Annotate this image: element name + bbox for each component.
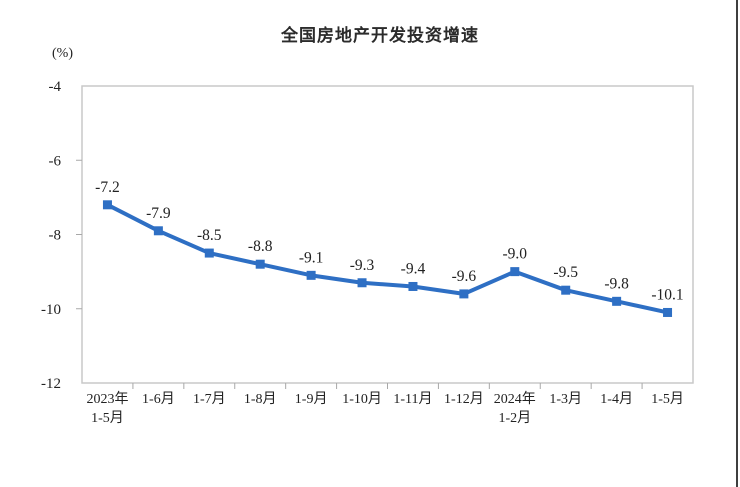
data-point-label: -9.3 (350, 257, 375, 274)
data-point-marker (306, 270, 316, 280)
data-point-marker (153, 226, 163, 236)
data-point-marker (357, 278, 367, 288)
data-point-marker (663, 307, 673, 317)
data-point-label: -7.9 (146, 205, 171, 222)
x-axis-category-label: 1-8月 (244, 391, 277, 407)
data-point-marker (612, 296, 622, 306)
y-axis-tick-label: -6 (49, 153, 62, 169)
x-axis-category-label: 1-9月 (295, 391, 328, 407)
data-point-label: -9.8 (604, 275, 629, 292)
y-axis-tick-label: -12 (41, 376, 61, 392)
y-axis-unit-label: (%) (52, 46, 73, 61)
data-point-label: -9.1 (299, 249, 324, 266)
x-axis-category-label: 1-5月 (651, 391, 684, 407)
plot-area-border (81, 85, 694, 384)
chart-title: 全国房地产开发投资增速 (281, 26, 479, 45)
x-axis-category-label: 1-10月 (342, 391, 382, 407)
data-point-label: -8.5 (197, 227, 222, 244)
data-point-label: -10.1 (651, 286, 683, 303)
x-axis-category-label: 1-5月 (91, 410, 124, 426)
x-axis-category-label: 1-7月 (193, 391, 226, 407)
x-axis-category-label: 2024年 (494, 391, 536, 407)
data-point-label: -9.0 (503, 246, 528, 263)
data-point-marker (459, 289, 469, 299)
x-axis-category-label: 1-11月 (393, 391, 432, 407)
x-axis-category-label: 1-6月 (142, 391, 175, 407)
data-point-label: -8.8 (248, 238, 273, 255)
data-point-marker (102, 200, 112, 210)
y-axis-tick-label: -4 (49, 79, 62, 95)
data-point-marker (408, 281, 418, 291)
x-axis-category-label: 1-12月 (444, 391, 484, 407)
x-axis-category-label: 1-4月 (600, 391, 633, 407)
x-axis-category-label: 1-3月 (549, 391, 582, 407)
data-point-label: -9.5 (553, 264, 578, 281)
x-axis-category-label: 2023年 (86, 391, 128, 407)
y-axis-tick-label: -8 (49, 228, 62, 244)
data-point-label: -9.6 (452, 268, 477, 285)
data-point-marker (255, 259, 265, 269)
data-point-marker (204, 248, 214, 258)
x-axis-category-label: 1-2月 (498, 410, 531, 426)
y-axis-tick-label: -10 (41, 302, 61, 318)
data-point-label: -7.2 (95, 179, 120, 196)
data-point-marker (510, 267, 520, 277)
data-line (105, 202, 670, 315)
data-point-label: -9.4 (401, 260, 426, 277)
page-right-border (736, 0, 738, 487)
data-point-marker (561, 285, 571, 295)
